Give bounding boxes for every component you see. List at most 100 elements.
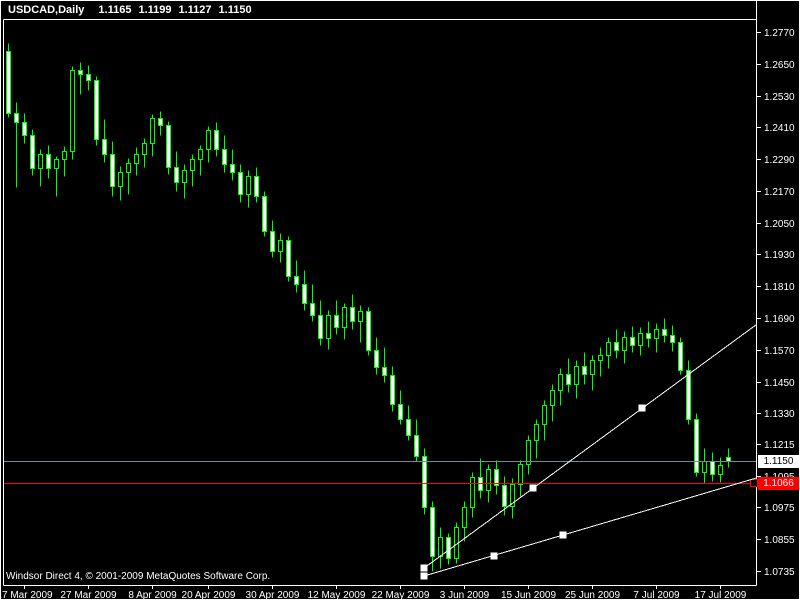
- candle-body: [310, 303, 315, 316]
- candle-body: [134, 154, 139, 164]
- open-value: 1.1165: [98, 4, 132, 16]
- y-axis-tick-label: 1.2290: [764, 155, 795, 166]
- candle-body: [638, 333, 643, 346]
- candle-body: [702, 461, 707, 473]
- y-axis-tick-label: 1.0975: [764, 503, 795, 514]
- trendline-handle[interactable]: [420, 564, 428, 572]
- horizontal-line-handle[interactable]: [750, 479, 758, 487]
- y-axis-tick-label: 1.1930: [764, 250, 795, 261]
- candle-body: [110, 154, 115, 187]
- candle-body: [38, 154, 43, 169]
- y-axis-tick-label: 1.2410: [764, 123, 795, 134]
- high-value: 1.1199: [138, 4, 172, 16]
- x-axis-tick-label: 8 Apr 2009: [128, 590, 177, 600]
- horizontal-line-price-label[interactable]: 1.1066: [758, 476, 799, 490]
- candle-body: [342, 307, 347, 328]
- candle-body: [366, 311, 371, 351]
- steep-trendline[interactable]: [423, 324, 757, 569]
- candle-body: [126, 163, 131, 173]
- trendline-handle[interactable]: [559, 531, 567, 539]
- candle-body: [406, 419, 411, 436]
- y-axis-tick-label: 1.1570: [764, 346, 795, 357]
- y-axis-tick-label: 1.2170: [764, 187, 795, 198]
- candle-body: [582, 366, 587, 375]
- candle-body: [350, 307, 355, 322]
- trendline-handle[interactable]: [420, 572, 428, 580]
- y-axis-tick-label: 1.1810: [764, 282, 795, 293]
- candle-body: [238, 172, 243, 195]
- candle-body: [158, 118, 163, 126]
- candle-body: [470, 477, 475, 508]
- candle-body: [422, 456, 427, 508]
- candle-body: [294, 276, 299, 285]
- candle-body: [726, 457, 731, 462]
- candle-body: [614, 342, 619, 351]
- x-axis-tick-label: 17 Mar 2009: [0, 590, 53, 600]
- candle-body: [278, 240, 283, 252]
- candle-body: [118, 172, 123, 187]
- trendline-handle[interactable]: [490, 552, 498, 560]
- y-axis-tick-label: 1.1330: [764, 409, 795, 420]
- candle-body: [606, 342, 611, 356]
- candle-body: [358, 311, 363, 322]
- candle-body: [686, 370, 691, 420]
- x-axis-tick-label: 30 Apr 2009: [246, 590, 300, 600]
- candle-body: [206, 130, 211, 150]
- candle-body: [486, 469, 491, 491]
- candle-body: [534, 424, 539, 441]
- y-axis-tick-label: 1.2650: [764, 60, 795, 71]
- candle-body: [598, 355, 603, 361]
- candle-body: [710, 461, 715, 475]
- candle-body: [22, 122, 27, 136]
- candle-body: [526, 440, 531, 465]
- candle-body: [198, 149, 203, 160]
- candle-body: [654, 329, 659, 339]
- candle-body: [430, 507, 435, 557]
- candle-body: [590, 360, 595, 375]
- candle-body: [574, 366, 579, 385]
- y-axis-tick-label: 1.1215: [764, 440, 795, 451]
- candle-body: [334, 315, 339, 328]
- trendline-handle[interactable]: [529, 484, 537, 492]
- candle-body: [374, 350, 379, 368]
- candle-body: [270, 231, 275, 252]
- y-axis-tick-label: 1.0735: [764, 567, 795, 578]
- candle-body: [246, 176, 251, 195]
- x-axis-tick-label: 3 Jun 2009: [440, 590, 490, 600]
- candle-body: [302, 284, 307, 304]
- candle-body: [662, 329, 667, 336]
- candle-body: [462, 507, 467, 528]
- candle-body: [318, 315, 323, 339]
- x-axis-tick-label: 22 May 2009: [372, 590, 430, 600]
- candle-body: [510, 484, 515, 507]
- candle-body: [182, 170, 187, 183]
- y-axis-tick-label: 1.2050: [764, 219, 795, 230]
- candle-body: [86, 74, 91, 81]
- candle-body: [446, 537, 451, 559]
- candle-body: [622, 337, 627, 351]
- candle-body: [78, 70, 83, 75]
- candle-body: [326, 315, 331, 339]
- trendline-handle[interactable]: [638, 404, 646, 412]
- candle-body: [414, 435, 419, 457]
- candle-body: [94, 80, 99, 140]
- close-value: 1.1150: [218, 4, 252, 16]
- bid-price-label: 1.1150: [758, 454, 799, 468]
- candle-body: [438, 537, 443, 557]
- candle-body: [14, 113, 19, 123]
- candle-body: [102, 139, 107, 155]
- candle-body: [390, 375, 395, 405]
- candle-body: [142, 143, 147, 155]
- x-axis-tick-label: 12 May 2009: [308, 590, 366, 600]
- candle-body: [398, 404, 403, 420]
- x-axis-tick-label: 7 Jul 2009: [633, 590, 680, 600]
- candle-body: [70, 70, 75, 152]
- candle-body: [54, 159, 59, 169]
- y-axis-tick-label: 1.0855: [764, 535, 795, 546]
- candle-body: [542, 405, 547, 425]
- candle-body: [214, 130, 219, 150]
- shallow-trendline[interactable]: [423, 477, 757, 577]
- chart-ohlc-header: USDCAD,Daily 1.1165 1.1199 1.1127 1.1150: [8, 4, 252, 16]
